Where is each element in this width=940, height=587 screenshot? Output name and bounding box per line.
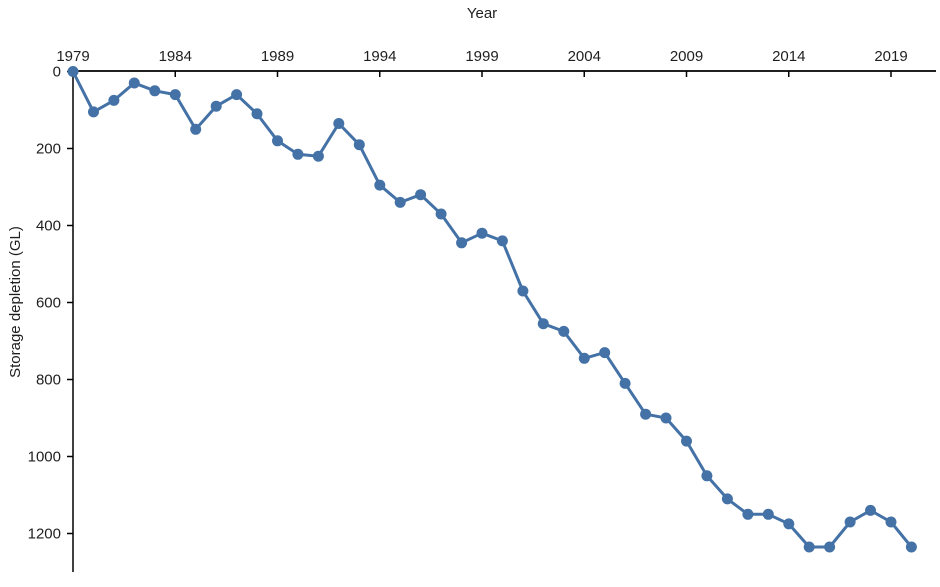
data-point-1979	[67, 66, 79, 77]
data-point-1987	[231, 89, 243, 101]
data-point-1988	[251, 108, 263, 120]
data-point-2018	[865, 504, 876, 516]
data-point-1997	[435, 208, 447, 220]
data-point-2002	[537, 318, 549, 330]
data-point-1990	[292, 148, 304, 160]
data-point-2009	[681, 435, 692, 447]
x-tick-label: 2019	[874, 48, 907, 65]
data-point-1992	[333, 118, 345, 129]
data-point-2014	[783, 518, 795, 530]
x-tick-label: 1994	[363, 48, 396, 65]
data-point-2003	[558, 325, 570, 337]
y-tick-label: 400	[36, 218, 61, 235]
data-point-2006	[619, 377, 631, 389]
data-point-2004	[578, 352, 590, 364]
data-point-2012	[742, 508, 754, 520]
data-point-2001	[517, 285, 529, 297]
data-point-1986	[210, 100, 222, 112]
x-tick-label: 2009	[670, 48, 703, 65]
data-point-1995	[394, 196, 406, 208]
data-point-2020	[905, 541, 917, 553]
y-tick-label: 1200	[28, 526, 61, 543]
data-point-2019	[885, 516, 897, 528]
x-tick-label: 1999	[465, 48, 498, 65]
x-tick-label: 2014	[772, 48, 805, 65]
data-point-1980	[88, 106, 99, 118]
data-point-1984	[169, 89, 181, 101]
data-point-1994	[374, 179, 386, 191]
data-point-2015	[803, 541, 815, 553]
x-tick-label: 1989	[261, 48, 294, 65]
data-point-1991	[312, 150, 324, 162]
data-point-1989	[272, 135, 283, 147]
data-point-1998	[456, 237, 468, 249]
data-point-1999	[476, 227, 488, 239]
data-point-2005	[599, 347, 611, 359]
data-point-2017	[844, 516, 856, 528]
series-line	[71, 70, 913, 549]
data-point-1982	[128, 77, 140, 89]
data-point-1981	[108, 94, 120, 106]
data-point-1996	[415, 189, 427, 201]
y-tick-label: 200	[36, 141, 61, 158]
x-tick-label: 1984	[159, 48, 192, 65]
y-tick-label: 1000	[28, 449, 61, 466]
data-point-2016	[824, 541, 836, 553]
data-point-1985	[190, 123, 202, 135]
y-tick-label: 800	[36, 372, 61, 389]
data-point-2013	[762, 508, 774, 520]
data-point-2007	[640, 408, 652, 420]
data-point-2000	[496, 235, 508, 247]
data-point-1983	[149, 85, 161, 97]
data-point-2010	[701, 470, 713, 482]
data-point-2011	[721, 493, 733, 505]
x-tick-label: 1979	[56, 48, 89, 65]
data-point-2008	[660, 412, 672, 424]
x-tick-label: 2004	[568, 48, 601, 65]
y-tick-label: 600	[36, 295, 61, 312]
y-tick-label: 0	[53, 64, 61, 81]
x-axis-title: Year	[466, 5, 498, 22]
data-point-1993	[353, 139, 365, 151]
